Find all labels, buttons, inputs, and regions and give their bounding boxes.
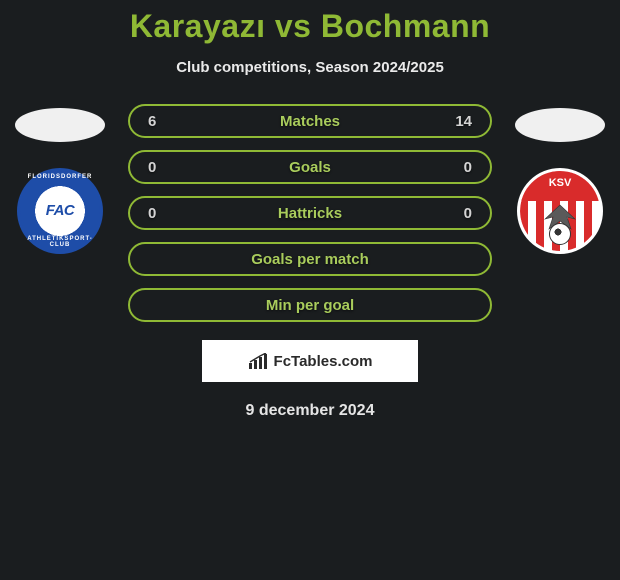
left-club-badge: FLORIDSDORFER FAC ATHLETIKSPORT-CLUB	[17, 168, 103, 254]
badge-arc-text-top: FLORIDSDORFER	[20, 174, 100, 180]
stat-left-value: 0	[148, 205, 156, 222]
ball-icon	[549, 223, 571, 245]
infographic-container: Karayazı vs Bochmann Club competitions, …	[0, 0, 620, 420]
stat-label: Min per goal	[130, 297, 490, 314]
stat-left-value: 0	[148, 159, 156, 176]
left-club-label: FAC	[46, 204, 75, 218]
stat-right-value: 14	[455, 113, 472, 130]
stat-label: Matches	[130, 113, 490, 130]
stat-row-matches: 6 Matches 14	[128, 104, 492, 138]
stat-right-value: 0	[464, 205, 472, 222]
stat-label: Goals per match	[130, 251, 490, 268]
watermark: FcTables.com	[202, 340, 418, 382]
stat-left-value: 6	[148, 113, 156, 130]
stat-label: Goals	[130, 159, 490, 176]
right-club-label: KSV	[520, 171, 600, 201]
chart-icon	[248, 353, 268, 369]
date-label: 9 december 2024	[0, 402, 620, 420]
left-column: FLORIDSDORFER FAC ATHLETIKSPORT-CLUB	[10, 104, 110, 254]
stat-row-hattricks: 0 Hattricks 0	[128, 196, 492, 230]
stats-column: 6 Matches 14 0 Goals 0 0 Hattricks 0 Goa…	[110, 104, 510, 322]
main-row: FLORIDSDORFER FAC ATHLETIKSPORT-CLUB 6 M…	[0, 104, 620, 322]
stat-row-min-per-goal: Min per goal	[128, 288, 492, 322]
page-title: Karayazı vs Bochmann	[0, 8, 620, 45]
right-club-badge: KSV	[517, 168, 603, 254]
stat-row-goals: 0 Goals 0	[128, 150, 492, 184]
season-subtitle: Club competitions, Season 2024/2025	[0, 59, 620, 76]
badge-arc-text-bottom: ATHLETIKSPORT-CLUB	[20, 236, 100, 248]
right-flag-oval	[515, 108, 605, 142]
stat-row-goals-per-match: Goals per match	[128, 242, 492, 276]
watermark-text: FcTables.com	[274, 353, 373, 370]
left-flag-oval	[15, 108, 105, 142]
stat-label: Hattricks	[130, 205, 490, 222]
right-column: KSV	[510, 104, 610, 254]
stat-right-value: 0	[464, 159, 472, 176]
